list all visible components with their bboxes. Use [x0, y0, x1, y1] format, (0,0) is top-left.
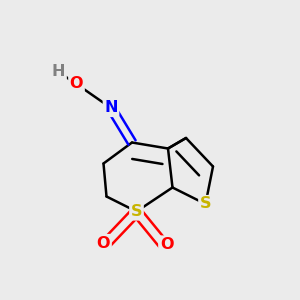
- Text: O: O: [70, 76, 83, 92]
- Text: S: S: [200, 196, 211, 211]
- Text: O: O: [160, 237, 173, 252]
- Text: N: N: [104, 100, 118, 116]
- Text: O: O: [97, 236, 110, 250]
- Text: H: H: [52, 64, 65, 80]
- Text: S: S: [131, 204, 142, 219]
